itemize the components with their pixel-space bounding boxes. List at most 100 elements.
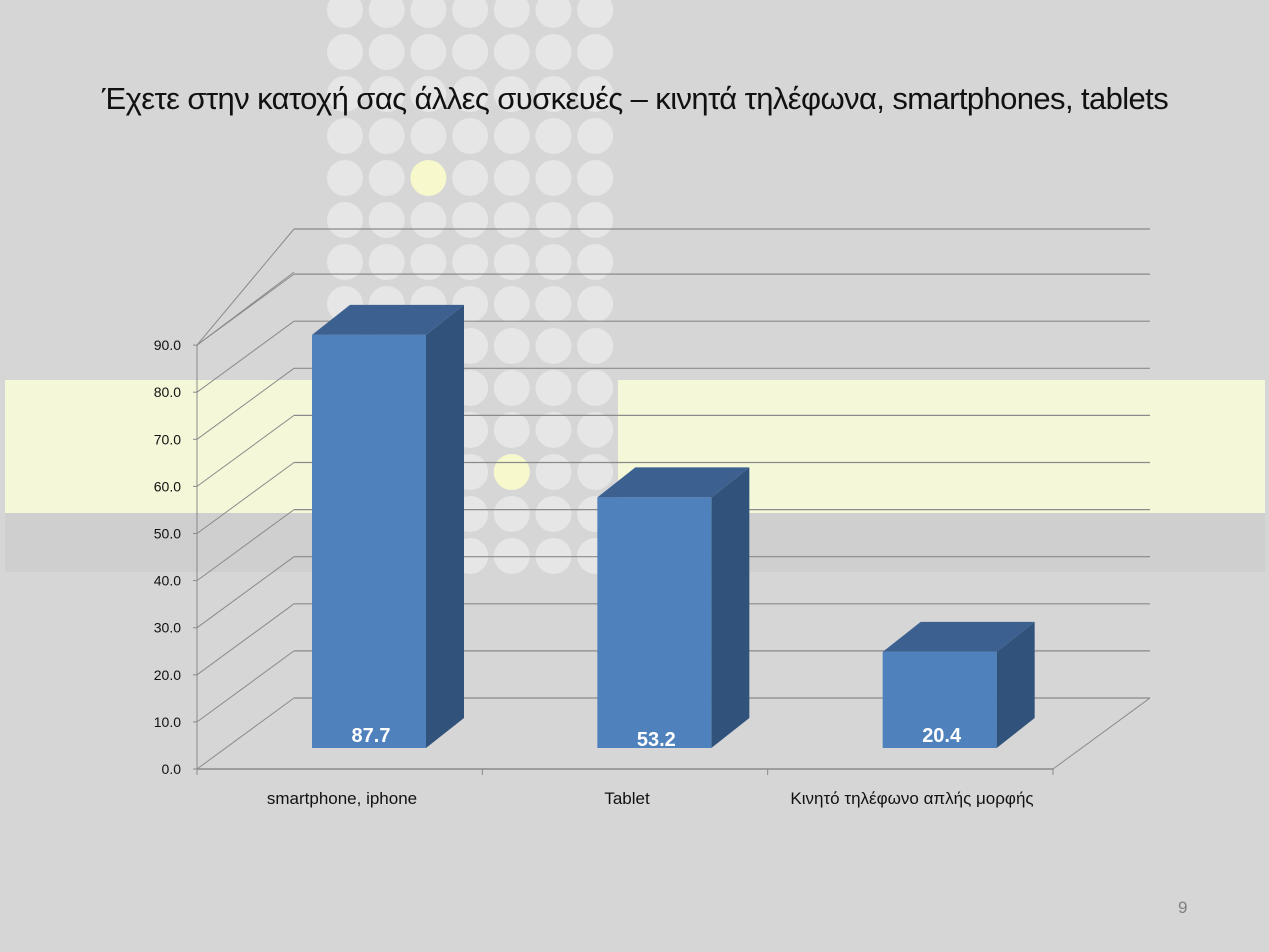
decor-dot <box>535 76 572 112</box>
decor-dot <box>368 0 405 28</box>
decor-dot <box>410 76 447 112</box>
decor-dot <box>452 244 489 280</box>
decor-dot <box>577 34 614 70</box>
decor-dot <box>452 160 489 196</box>
decor-dot <box>535 328 572 364</box>
decor-dot <box>535 538 572 574</box>
decor-dot <box>493 328 530 364</box>
decor-dot <box>410 244 447 280</box>
decor-dot <box>452 0 489 28</box>
bar-side <box>711 467 750 748</box>
decor-dot <box>535 118 572 154</box>
data-label: 53.2 <box>637 729 676 751</box>
decor-dot <box>493 244 530 280</box>
floor-edge <box>1052 697 1151 770</box>
decor-dot <box>577 244 614 280</box>
bar: 20.4 <box>882 621 1035 748</box>
bar-front <box>882 651 997 748</box>
decor-dot <box>327 244 363 280</box>
y-tick-label: 80.0 <box>154 384 181 400</box>
decor-dot <box>410 160 447 196</box>
decor-dot <box>577 0 614 28</box>
page-number: 9 <box>1178 898 1188 917</box>
decor-dot <box>327 118 363 154</box>
bar-side <box>996 621 1035 748</box>
decor-dot <box>368 160 405 196</box>
decor-dot <box>327 160 363 196</box>
decor-dot <box>452 76 489 112</box>
side-gridline <box>196 603 295 676</box>
decor-dot <box>368 34 405 70</box>
data-label: 20.4 <box>922 725 962 747</box>
bar-front <box>312 334 426 748</box>
decor-dot <box>493 370 530 406</box>
decor-dot <box>410 34 447 70</box>
decor-dot <box>535 496 572 532</box>
decor-dot <box>577 328 614 364</box>
bar: 53.2 <box>597 467 750 751</box>
decor-dot <box>535 160 572 196</box>
decor-dot <box>368 244 405 280</box>
decor-dot <box>577 412 614 448</box>
decor-dot <box>410 118 447 154</box>
decor-dot <box>327 76 363 112</box>
decor-dot <box>535 0 572 28</box>
decor-dot <box>535 412 572 448</box>
side-gridline <box>196 320 295 393</box>
decor-dot <box>327 34 363 70</box>
decor-dot <box>493 160 530 196</box>
decor-dot <box>368 76 405 112</box>
decor-dot <box>410 0 447 28</box>
side-gridline <box>196 697 295 770</box>
side-gridline <box>196 650 295 723</box>
side-gridline <box>196 367 295 440</box>
decor-dot <box>535 286 572 322</box>
decor-dot <box>493 76 530 112</box>
side-gridline <box>196 271 295 346</box>
y-tick-label: 50.0 <box>154 526 181 542</box>
y-tick-label: 0.0 <box>162 761 182 777</box>
decor-dot <box>452 34 489 70</box>
data-label: 87.7 <box>352 725 391 747</box>
decor-dot <box>577 118 614 154</box>
decor-dot <box>493 496 530 532</box>
side-gridline <box>196 228 295 346</box>
y-tick-label: 30.0 <box>154 620 181 636</box>
bar-top <box>882 621 1035 652</box>
chart-title: Έχετε στην κατοχή σας άλλες συσκευές – κ… <box>101 81 1169 116</box>
decor-dot <box>493 0 530 28</box>
decor-dot <box>493 286 530 322</box>
decor-dot <box>577 370 614 406</box>
y-tick-label: 70.0 <box>154 431 181 447</box>
decor-dot <box>493 118 530 154</box>
decor-dot <box>452 118 489 154</box>
side-gridline <box>196 509 295 582</box>
y-tick-label: 40.0 <box>154 573 181 589</box>
decor-dot <box>577 76 614 112</box>
decor-dot <box>535 370 572 406</box>
decor-dot <box>535 244 572 280</box>
decor-dot <box>577 286 614 322</box>
bar-side <box>426 304 464 748</box>
x-tick-label: Tablet <box>604 789 650 808</box>
y-tick-label: 90.0 <box>154 337 181 353</box>
decor-dot <box>493 412 530 448</box>
decor-dot <box>493 34 530 70</box>
decor-dot <box>577 160 614 196</box>
bar-top <box>312 304 464 335</box>
x-tick-label: smartphone, iphone <box>266 789 418 808</box>
bar-front <box>597 497 712 748</box>
y-tick-label: 10.0 <box>154 714 181 730</box>
side-gridline <box>196 556 295 629</box>
bar-top <box>597 467 750 498</box>
bar: 87.7 <box>312 304 464 748</box>
y-tick-label: 60.0 <box>154 478 181 494</box>
decor-dot <box>535 34 572 70</box>
y-tick-label: 20.0 <box>154 667 181 683</box>
decor-dot <box>368 118 405 154</box>
decor-dot <box>493 538 530 574</box>
decor-dot <box>327 0 363 28</box>
side-gridline <box>196 414 295 487</box>
